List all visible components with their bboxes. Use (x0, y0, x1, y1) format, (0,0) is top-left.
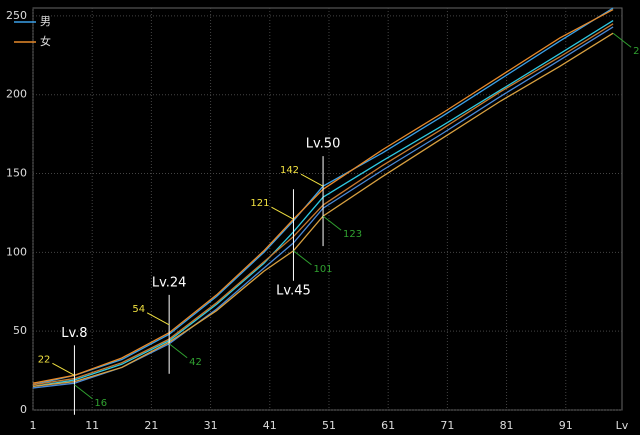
legend-label: 女 (40, 34, 51, 48)
high-value-label: 142 (280, 165, 299, 176)
high-value-label: 22 (38, 354, 51, 365)
low-value-label: 239 (633, 46, 640, 57)
x-tick-label: 11 (85, 419, 99, 432)
leader-line (322, 215, 342, 231)
low-value-label: 101 (313, 264, 332, 275)
leader-line (271, 206, 294, 220)
high-value-label: 54 (132, 304, 145, 315)
leader-line (300, 173, 324, 187)
y-tick-label: 250 (6, 9, 27, 22)
x-tick-label: 31 (204, 419, 218, 432)
y-tick-label: 150 (6, 167, 27, 180)
x-tick-label: 81 (500, 419, 514, 432)
x-axis-label: Lv (616, 419, 629, 432)
leader-line (612, 32, 632, 48)
low-value-label: 42 (189, 357, 202, 368)
x-tick-label: 51 (322, 419, 336, 432)
x-tick-label: 71 (440, 419, 454, 432)
y-tick-label: 0 (20, 403, 27, 416)
y-tick-label: 50 (13, 324, 27, 337)
leader-line (52, 362, 75, 376)
level-label: Lv.24 (152, 275, 187, 290)
level-label: Lv.45 (276, 283, 311, 298)
high-value-label: 121 (250, 198, 269, 209)
x-tick-label: 21 (144, 419, 158, 432)
leader-line (74, 384, 93, 400)
x-tick-label: 1 (30, 419, 37, 432)
x-tick-label: 91 (559, 419, 573, 432)
leader-line (168, 343, 188, 359)
x-tick-label: 41 (263, 419, 277, 432)
leader-line (293, 250, 312, 266)
legend-label: 男 (40, 15, 51, 28)
y-tick-label: 100 (6, 245, 27, 258)
y-tick-label: 200 (6, 88, 27, 101)
level-label: Lv.8 (61, 326, 87, 341)
x-tick-label: 61 (381, 419, 395, 432)
level-label: Lv.50 (306, 137, 341, 152)
low-value-label: 16 (94, 398, 107, 409)
low-value-label: 123 (343, 229, 362, 240)
leader-line (146, 312, 170, 326)
